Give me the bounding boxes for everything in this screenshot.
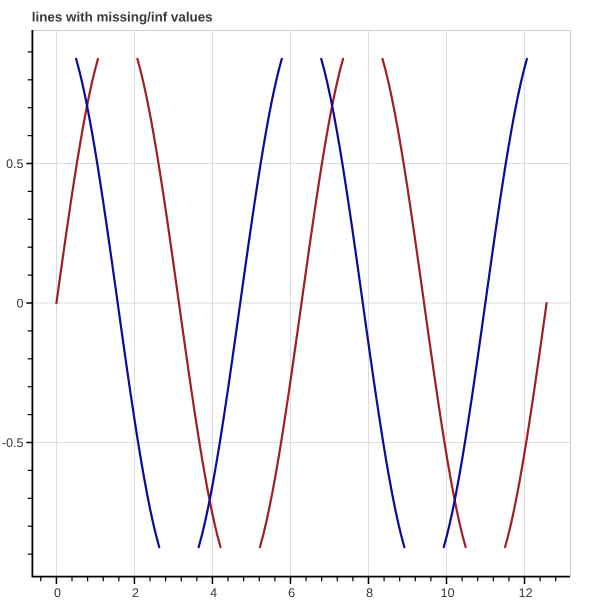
- svg-text:8: 8: [366, 586, 373, 600]
- svg-text:10: 10: [441, 586, 455, 600]
- svg-text:-0.5: -0.5: [2, 436, 24, 450]
- svg-text:0: 0: [54, 586, 61, 600]
- svg-text:4: 4: [210, 586, 217, 600]
- svg-text:lines with missing/inf values: lines with missing/inf values: [32, 10, 213, 25]
- svg-text:6: 6: [288, 586, 295, 600]
- svg-text:0.5: 0.5: [6, 157, 23, 171]
- svg-text:2: 2: [132, 586, 139, 600]
- svg-text:12: 12: [519, 586, 533, 600]
- svg-text:0: 0: [17, 296, 24, 310]
